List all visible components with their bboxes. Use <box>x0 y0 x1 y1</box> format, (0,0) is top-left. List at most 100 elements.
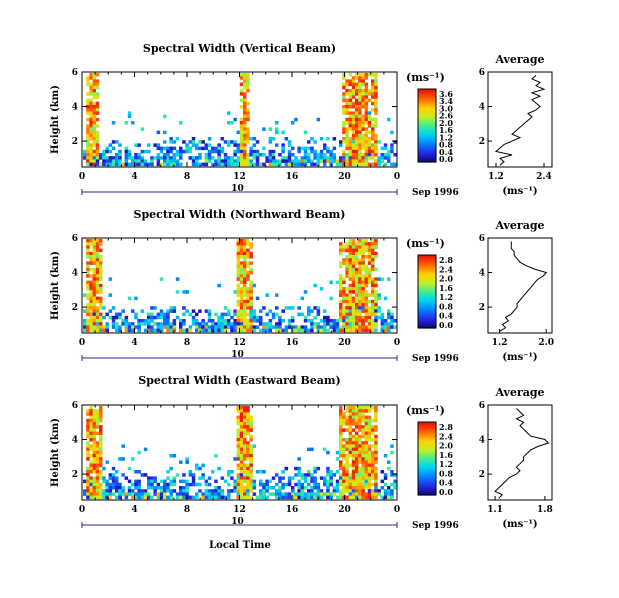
heat-cell <box>243 146 247 151</box>
heat-cell <box>156 325 161 329</box>
colorbar-swatch <box>418 438 436 441</box>
heat-cell <box>179 492 183 496</box>
heat-cell <box>262 306 266 310</box>
heat-cell <box>364 473 369 477</box>
heat-cell <box>355 306 359 310</box>
heat-cell <box>364 460 369 464</box>
heat-cell <box>345 495 349 500</box>
heat-cell <box>342 322 346 326</box>
heat-cell <box>182 495 186 500</box>
heat-cell <box>371 162 375 167</box>
heat-cell <box>95 283 100 288</box>
heat-cell <box>371 454 375 458</box>
heat-cell <box>121 473 125 477</box>
heat-cell <box>95 450 100 455</box>
heat-cell <box>345 293 349 297</box>
heat-cell <box>111 121 116 125</box>
heat-cell <box>92 328 97 333</box>
heat-cell <box>86 319 90 323</box>
avg-x-tick-label: 2.0 <box>538 338 554 348</box>
heat-cell <box>323 146 327 151</box>
heat-cell <box>345 143 349 147</box>
heat-cell <box>169 325 173 329</box>
heat-cell <box>339 143 343 147</box>
heat-cell <box>358 98 362 103</box>
heat-cell <box>108 482 113 487</box>
heat-cell <box>243 328 247 333</box>
heat-cell <box>236 267 241 272</box>
heat-cell <box>239 447 244 452</box>
heat-cell <box>236 283 241 288</box>
colorbar-swatch <box>418 480 436 483</box>
colorbar-swatch <box>418 158 436 161</box>
heat-cell <box>92 296 97 301</box>
heat-cell <box>342 105 346 109</box>
x-tick-label: 16 <box>286 338 299 348</box>
heat-cell <box>345 473 349 477</box>
heat-cell <box>246 271 250 275</box>
heat-cell <box>345 108 349 112</box>
colorbar-swatch <box>418 284 436 287</box>
heat-cell <box>358 156 362 160</box>
heat-cell <box>339 447 343 452</box>
heat-cell <box>348 264 353 269</box>
avg-y-tick-label: 4 <box>479 269 485 279</box>
heat-cell <box>310 325 314 329</box>
heat-cell <box>374 159 378 163</box>
heat-cell <box>86 274 90 278</box>
heat-cell <box>367 418 372 423</box>
heat-cell <box>367 156 372 160</box>
colorbar-swatch <box>418 156 436 159</box>
heat-cell <box>348 73 353 77</box>
heat-cell <box>243 441 247 445</box>
heat-cell <box>358 319 362 323</box>
heat-cell <box>310 476 314 480</box>
heat-cell <box>339 162 343 167</box>
heat-cell <box>339 466 343 471</box>
heat-cell <box>124 328 129 333</box>
heat-cell <box>127 114 132 119</box>
heat-cell <box>249 280 253 285</box>
heat-cell <box>191 159 196 163</box>
heat-cell <box>143 159 148 163</box>
heat-cell <box>364 299 369 304</box>
heat-cell <box>243 121 247 125</box>
heat-cell <box>351 454 356 458</box>
heat-cell <box>364 73 369 77</box>
heat-cell <box>307 470 311 474</box>
heat-cell <box>95 85 100 90</box>
heat-cell <box>358 130 362 135</box>
heat-cell <box>291 476 295 480</box>
heat-cell <box>326 479 330 484</box>
heat-cell <box>214 162 218 167</box>
heat-cell <box>351 303 356 307</box>
heat-cell <box>351 447 356 452</box>
heat-cell <box>262 146 266 151</box>
heat-cell <box>220 495 225 500</box>
heat-cell <box>371 328 375 333</box>
heat-cell <box>246 431 250 436</box>
heat-cell <box>348 159 353 163</box>
heat-cell <box>342 428 346 432</box>
heat-cell <box>364 95 369 99</box>
avg-y-tick-label: 6 <box>479 401 485 411</box>
heat-cell <box>358 95 362 99</box>
heat-cell <box>243 495 247 500</box>
heat-cell <box>246 162 250 167</box>
heat-cell <box>348 325 353 329</box>
heat-cell <box>326 149 330 154</box>
heat-cell <box>236 489 241 493</box>
heat-cell <box>367 470 372 474</box>
heat-cell <box>351 105 356 109</box>
heat-cell <box>374 111 378 115</box>
heat-cell <box>355 92 359 96</box>
heat-cell <box>355 255 359 259</box>
heat-cell <box>271 137 276 141</box>
heat-cell <box>383 328 388 333</box>
heat-cell <box>172 476 177 480</box>
heat-cell <box>313 479 317 484</box>
heat-cell <box>102 306 106 310</box>
heat-cell <box>99 277 103 281</box>
colorbar-swatch <box>418 315 436 318</box>
